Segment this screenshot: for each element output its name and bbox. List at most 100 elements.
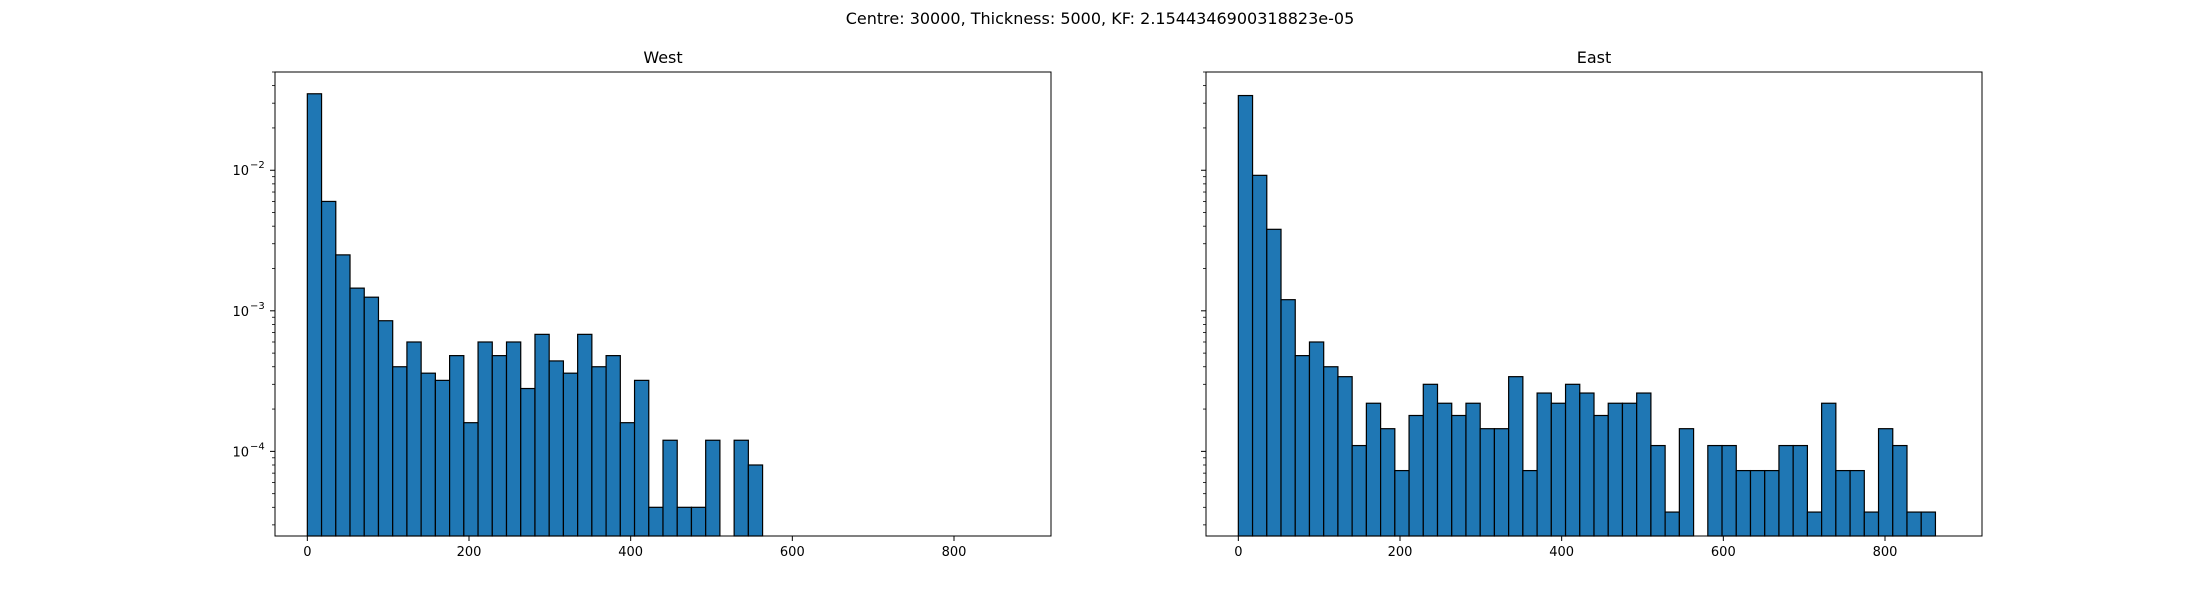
west-x-tick-label: 400 [618, 545, 643, 560]
west-bar [449, 355, 465, 537]
east-x-tick-label: 800 [1873, 545, 1898, 560]
east-bars [1237, 94, 1937, 537]
west-x-tick-label: 600 [780, 545, 805, 560]
east-bar [1721, 444, 1737, 537]
east-bar [1664, 511, 1680, 537]
west-bar [463, 422, 479, 537]
east-bar [1266, 228, 1282, 537]
west-y-tick-label: 10 [232, 445, 249, 460]
east-x-axis: 0 200 400 600 800 [1234, 536, 1897, 560]
east-bar [1621, 402, 1638, 537]
west-bar [705, 439, 721, 537]
west-bar [406, 341, 422, 537]
east-bar [1408, 414, 1424, 537]
west-bar [662, 439, 678, 537]
west-y-tick-label: 10 [232, 305, 249, 320]
west-bar [477, 341, 493, 537]
east-bar [1479, 428, 1496, 537]
west-bar [392, 366, 408, 537]
west-y-axis: 10−410−310−2 [232, 71, 275, 526]
west-bar [605, 355, 621, 537]
east-bar [1735, 469, 1752, 537]
east-bar [1522, 469, 1538, 537]
west-bar [562, 372, 579, 537]
east-bar [1564, 383, 1581, 537]
west-bar [434, 379, 451, 537]
east-bar [1493, 428, 1510, 537]
west-bar [648, 506, 664, 537]
east-bar [1294, 355, 1311, 537]
east-bar [1422, 383, 1439, 537]
west-bar [633, 379, 650, 537]
east-bar [1465, 402, 1481, 537]
west-x-tick-label: 0 [303, 545, 311, 560]
east-bar [1806, 511, 1823, 537]
west-x-axis: 0 200 400 600 800 [303, 536, 966, 560]
east-bar [1778, 444, 1794, 537]
east-bar [1579, 392, 1595, 537]
west-bar [676, 506, 693, 537]
east-bar [1251, 174, 1268, 537]
west-y-tick-label: 10 [232, 164, 249, 179]
west-bar [377, 320, 394, 537]
east-bar [1650, 444, 1666, 537]
west-panel: West 0 200 400 600 800 10−410−310−2 [232, 48, 1052, 560]
west-bar [534, 333, 550, 537]
east-bar [1835, 469, 1851, 537]
east-bar [1536, 392, 1552, 537]
east-panel: East 0 200 400 600 800 [1201, 48, 1983, 560]
figure-suptitle: Centre: 30000, Thickness: 5000, KF: 2.15… [846, 9, 1355, 28]
west-bar [747, 464, 764, 537]
west-bars [306, 93, 764, 537]
east-bar [1707, 444, 1723, 537]
west-bar [363, 296, 380, 537]
west-bar [591, 366, 607, 537]
east-bar [1678, 428, 1695, 537]
west-bar [690, 506, 707, 537]
east-bar [1337, 376, 1353, 537]
west-bar [491, 355, 508, 537]
east-axes-frame [1205, 71, 1983, 537]
west-bar [320, 200, 337, 537]
east-y-axis [1201, 71, 1206, 526]
east-bar [1792, 444, 1809, 537]
east-bar [1280, 299, 1296, 537]
east-bar [1451, 414, 1467, 537]
west-bar [548, 360, 565, 537]
east-bar [1892, 444, 1908, 537]
west-x-tick-label: 200 [457, 545, 482, 560]
west-bar [577, 333, 593, 537]
east-bar [1920, 511, 1937, 537]
west-bar [505, 341, 522, 537]
west-bar [420, 372, 436, 537]
east-bar [1877, 428, 1894, 537]
east-bar [1394, 469, 1410, 537]
east-bar [1821, 402, 1837, 537]
west-y-tick-exponent: −2 [250, 160, 265, 171]
east-bar [1863, 511, 1880, 537]
east-bar [1849, 469, 1865, 537]
east-x-tick-label: 200 [1388, 545, 1413, 560]
west-bar [306, 93, 323, 537]
east-bar [1508, 376, 1524, 537]
east-bar [1308, 341, 1325, 537]
west-x-tick-label: 800 [942, 545, 967, 560]
west-bar [520, 387, 536, 537]
east-bar [1593, 414, 1609, 537]
west-bar [349, 287, 365, 537]
west-title: West [643, 48, 682, 67]
west-y-tick-exponent: −4 [250, 441, 265, 452]
east-bar [1365, 402, 1382, 537]
east-bar [1550, 402, 1567, 537]
east-bar [1379, 428, 1396, 537]
east-bar [1607, 402, 1624, 537]
west-bar [335, 254, 351, 537]
west-bar [619, 422, 636, 537]
east-bar [1906, 511, 1922, 537]
east-bar [1323, 366, 1339, 537]
east-x-tick-label: 600 [1711, 545, 1736, 560]
east-bar [1237, 94, 1254, 537]
east-x-tick-label: 0 [1234, 545, 1242, 560]
east-bar [1636, 392, 1652, 537]
